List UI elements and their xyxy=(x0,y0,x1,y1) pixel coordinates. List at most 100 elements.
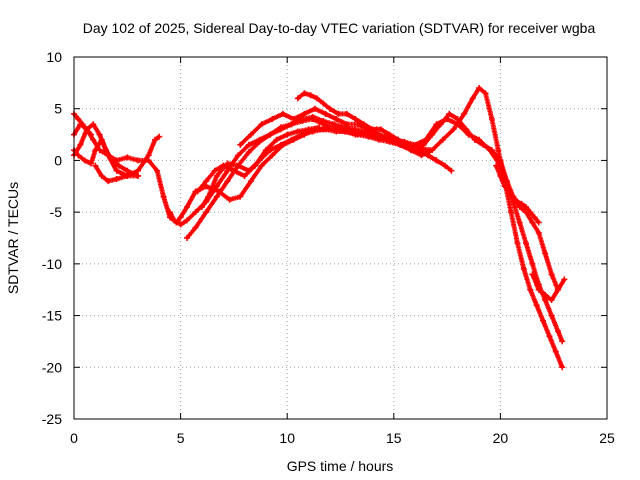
axis-ticks xyxy=(73,56,608,420)
data-point xyxy=(301,110,308,117)
data-point xyxy=(145,157,152,164)
data-point xyxy=(245,141,252,148)
x-tick-label: 15 xyxy=(386,430,402,446)
y-tick-label: -15 xyxy=(42,308,62,324)
x-axis-title: GPS time / hours xyxy=(287,458,394,474)
data-point xyxy=(390,136,397,143)
y-tick-label: -5 xyxy=(50,204,63,220)
data-point xyxy=(258,162,265,169)
data-point xyxy=(183,203,190,210)
y-tick-label: 10 xyxy=(46,49,62,65)
data-point xyxy=(542,297,549,304)
data-point xyxy=(183,235,190,241)
data-point xyxy=(134,167,141,174)
y-tick-labels: -25 -20 -15 -10 -5 0 5 10 xyxy=(42,49,62,427)
data-point xyxy=(552,348,559,355)
data-point xyxy=(486,147,493,154)
data-point xyxy=(98,172,105,179)
data-point xyxy=(320,126,327,133)
data-point xyxy=(79,121,86,128)
data-point xyxy=(279,110,286,117)
data-point xyxy=(516,219,523,226)
data-point xyxy=(331,124,338,131)
data-point xyxy=(183,217,190,224)
y-tick-label: 0 xyxy=(54,152,62,168)
data-point xyxy=(290,116,297,123)
data-point xyxy=(482,90,489,97)
data-point xyxy=(92,147,99,154)
data-point xyxy=(326,105,333,112)
data-point xyxy=(81,157,88,164)
chart-title: Day 102 of 2025, Sidereal Day-to-day VTE… xyxy=(83,20,596,36)
data-point xyxy=(269,116,276,123)
data-point xyxy=(309,128,316,135)
data-point xyxy=(518,200,525,207)
data-point xyxy=(542,250,549,257)
data-point xyxy=(476,85,483,92)
series-track-4 xyxy=(92,162,141,185)
data-point xyxy=(535,219,542,226)
data-point xyxy=(527,209,534,216)
y-tick-label: 5 xyxy=(54,101,62,117)
data-point xyxy=(333,116,340,123)
data-point xyxy=(90,136,97,143)
data-point xyxy=(505,188,512,195)
data-point xyxy=(211,167,218,174)
data-point xyxy=(375,131,382,138)
data-point xyxy=(343,121,350,128)
data-point xyxy=(269,152,276,159)
series-track-3 xyxy=(71,121,141,179)
data-point xyxy=(533,302,540,309)
data-point xyxy=(230,167,237,174)
y-tick-label: -25 xyxy=(42,411,62,427)
data-point xyxy=(559,364,566,371)
data-point xyxy=(203,178,210,185)
data-point xyxy=(535,229,542,236)
data-point xyxy=(224,178,231,185)
x-tick-label: 0 xyxy=(70,430,78,446)
data-point xyxy=(429,147,436,154)
data-point xyxy=(343,110,350,117)
data-point xyxy=(77,141,84,148)
data-point xyxy=(335,110,342,117)
data-point xyxy=(96,131,103,138)
data-point xyxy=(145,152,152,159)
data-point xyxy=(307,92,314,99)
data-point xyxy=(213,193,220,200)
data-point xyxy=(548,297,555,304)
data-point xyxy=(192,209,199,216)
data-point xyxy=(160,193,167,200)
data-point xyxy=(166,209,173,216)
data-point xyxy=(277,141,284,148)
data-point xyxy=(488,116,495,123)
data-point xyxy=(322,110,329,117)
data-point xyxy=(113,176,120,183)
x-tick-label: 5 xyxy=(177,430,185,446)
data-point xyxy=(134,157,141,164)
data-point xyxy=(542,291,549,298)
data-point xyxy=(546,333,553,340)
data-point xyxy=(476,136,483,143)
data-point xyxy=(320,121,327,128)
data-point xyxy=(548,312,555,319)
series-track-14 xyxy=(529,271,568,304)
data-point xyxy=(273,136,280,143)
data-point xyxy=(444,116,451,123)
data-point xyxy=(561,276,568,283)
data-point xyxy=(554,328,561,335)
x-tick-label: 25 xyxy=(599,430,615,446)
grid xyxy=(74,57,607,419)
data-point xyxy=(301,90,308,97)
data-point xyxy=(288,121,295,128)
data-point xyxy=(267,147,274,154)
data-point xyxy=(529,260,536,267)
data-point xyxy=(171,217,178,224)
data-point xyxy=(320,100,327,107)
data-point xyxy=(267,131,274,138)
data-point xyxy=(102,147,109,154)
data-point xyxy=(314,95,321,102)
data-point xyxy=(205,193,212,200)
data-point xyxy=(109,157,116,164)
data-point xyxy=(522,240,529,247)
